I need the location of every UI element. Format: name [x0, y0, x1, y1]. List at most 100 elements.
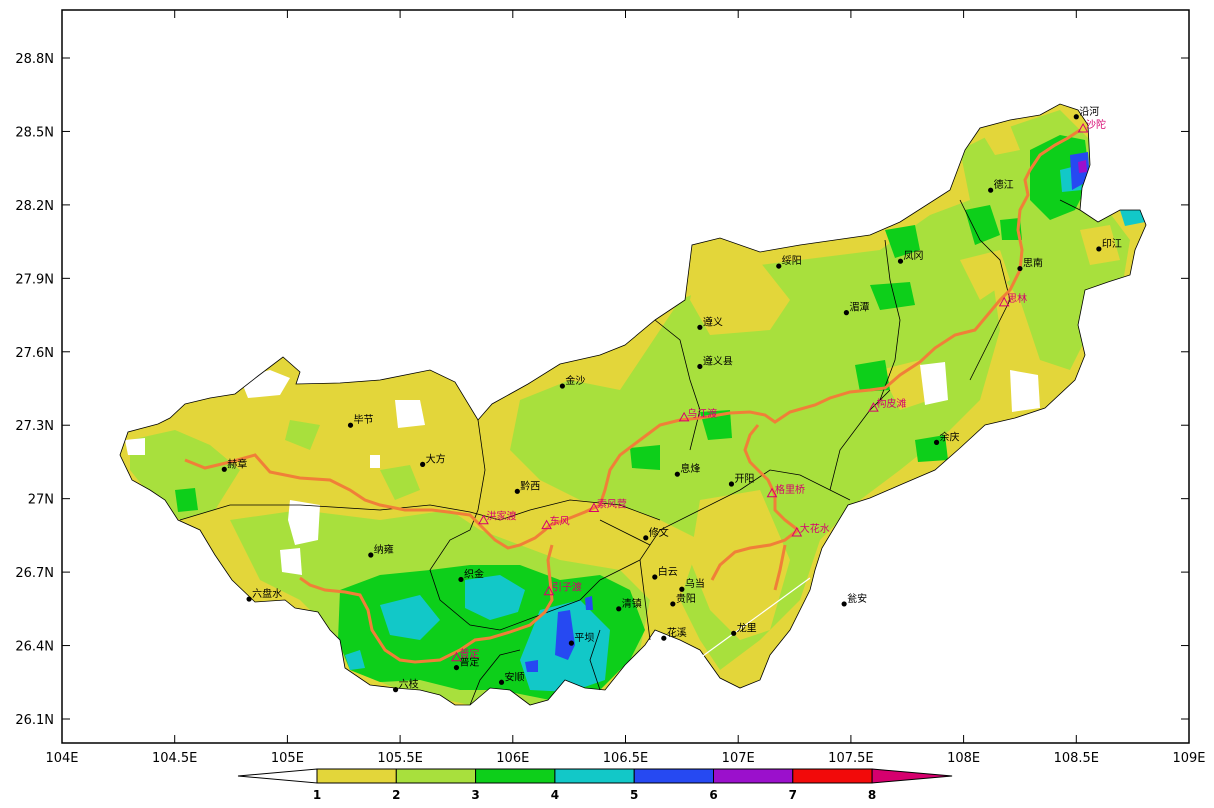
- city-dot: [933, 439, 940, 445]
- city-label: 白云: [658, 565, 678, 578]
- city-dot: [843, 310, 849, 316]
- station-triangle: [678, 411, 690, 422]
- city-label: 乌当: [685, 577, 705, 590]
- city-dot: [616, 606, 622, 612]
- station-triangle: [791, 526, 803, 537]
- river-lower-tributary: [299, 544, 554, 664]
- city-label: 凤冈: [903, 250, 923, 262]
- city-dot: [420, 461, 426, 467]
- contour-1-2: [960, 250, 1010, 300]
- legend-label: 7: [789, 788, 797, 802]
- contour-2-3: [380, 465, 420, 500]
- river-sd-tributary: [773, 544, 787, 591]
- contour-5-6: [555, 610, 575, 660]
- city-label: 金沙: [565, 374, 585, 387]
- city-label: 余庆: [940, 430, 960, 443]
- city-dot: [1017, 265, 1023, 272]
- x-tick-label: 106.5E: [603, 751, 648, 766]
- contour-4-5: [345, 650, 365, 670]
- station-label: 乌江渡: [687, 407, 717, 420]
- y-tick-label: 27N: [28, 493, 54, 508]
- city-dot: [514, 488, 520, 494]
- legend-swatch: [633, 768, 715, 784]
- legend-label: 3: [471, 788, 479, 802]
- city-dot: [1073, 114, 1079, 120]
- y-axis: 28.8N 28.5N 28.2N 27.9N 27.6N 27.3N 27N 26.7N 26…: [15, 52, 1189, 728]
- city-dot: [674, 471, 680, 477]
- city-label: 龙里: [737, 621, 757, 634]
- city-label: 黔西: [520, 479, 540, 492]
- contour-3-4: [175, 488, 198, 512]
- legend-swatch: [475, 768, 556, 784]
- contour-lt-1: [1010, 370, 1040, 412]
- city-dot: [643, 535, 649, 541]
- station-label: 洪家渡: [486, 510, 516, 523]
- city-dot: [392, 687, 399, 693]
- contour-3-4: [1000, 218, 1022, 240]
- contour-lt-1: [395, 400, 425, 428]
- station-triangle: [588, 502, 600, 512]
- color-legend: 1 2 3 4 5 6 7 8: [237, 768, 953, 802]
- city-label: 瓮安: [847, 592, 867, 605]
- city-label: 贵阳: [676, 592, 696, 605]
- contour-1-2: [980, 125, 1020, 155]
- legend-swatch: [554, 768, 635, 784]
- legend-swatch: [792, 768, 873, 784]
- city-label: 开阳: [734, 473, 754, 485]
- x-tick-label: 109E: [1172, 751, 1205, 766]
- contour-3-4: [870, 282, 915, 310]
- city-dot: [776, 263, 782, 269]
- city-label: 息烽: [680, 462, 700, 475]
- contour-1-2: [690, 490, 790, 640]
- contour-3-4: [855, 360, 890, 392]
- city-dot: [498, 679, 505, 685]
- city-label: 六枝: [399, 678, 419, 691]
- station-triangle: [543, 585, 555, 596]
- contour-3-4: [965, 205, 1000, 245]
- city-dot: [1096, 246, 1102, 252]
- contour-lt-1: [280, 548, 302, 575]
- city-label: 湄潭: [849, 302, 869, 314]
- city-label: 绥阳: [782, 255, 802, 267]
- contour-2-3: [640, 420, 720, 490]
- city-dot: [679, 586, 685, 592]
- city-label: 德江: [994, 178, 1014, 191]
- city-dot: [988, 187, 994, 193]
- station-label: 东风: [550, 515, 570, 528]
- railway-line: [699, 577, 811, 659]
- x-tick-label: 105.5E: [377, 751, 422, 766]
- y-tick-label: 26.7N: [15, 566, 54, 581]
- y-tick-label: 28.2N: [15, 199, 54, 214]
- city-dot: [368, 552, 374, 558]
- contour-4-5: [1120, 208, 1145, 226]
- station-triangle: [541, 519, 552, 530]
- city-label: 纳雍: [374, 543, 394, 556]
- contour-lt-1: [125, 438, 145, 455]
- legend-arrow-high: [871, 768, 953, 784]
- station-label: 构皮滩: [876, 397, 906, 410]
- city-dot: [568, 640, 575, 646]
- legend-label: 5: [630, 788, 638, 802]
- city-label: 六盘水: [252, 587, 282, 600]
- city-dot: [347, 422, 354, 428]
- station-label: 思林: [1007, 292, 1027, 305]
- city-dot: [841, 601, 847, 607]
- contour-lt-1: [288, 500, 320, 545]
- y-tick-label: 26.4N: [15, 640, 54, 655]
- legend-label: 8: [868, 788, 876, 802]
- contour-5-6: [525, 660, 538, 672]
- station-triangle: [868, 402, 879, 412]
- city-label: 普定: [459, 656, 479, 669]
- contour-lt-1: [920, 362, 948, 405]
- station-label: 格里桥: [775, 483, 805, 496]
- city-label: 毕节: [354, 413, 374, 426]
- city-dot: [897, 258, 904, 264]
- station-label: 引子渡: [552, 581, 582, 594]
- city-dot: [697, 363, 703, 370]
- city-dot: [458, 576, 464, 583]
- contour-1-2: [880, 360, 930, 410]
- x-tick-label: 108.5E: [1054, 751, 1099, 766]
- station-triangle: [998, 296, 1010, 307]
- city-dot: [453, 664, 460, 671]
